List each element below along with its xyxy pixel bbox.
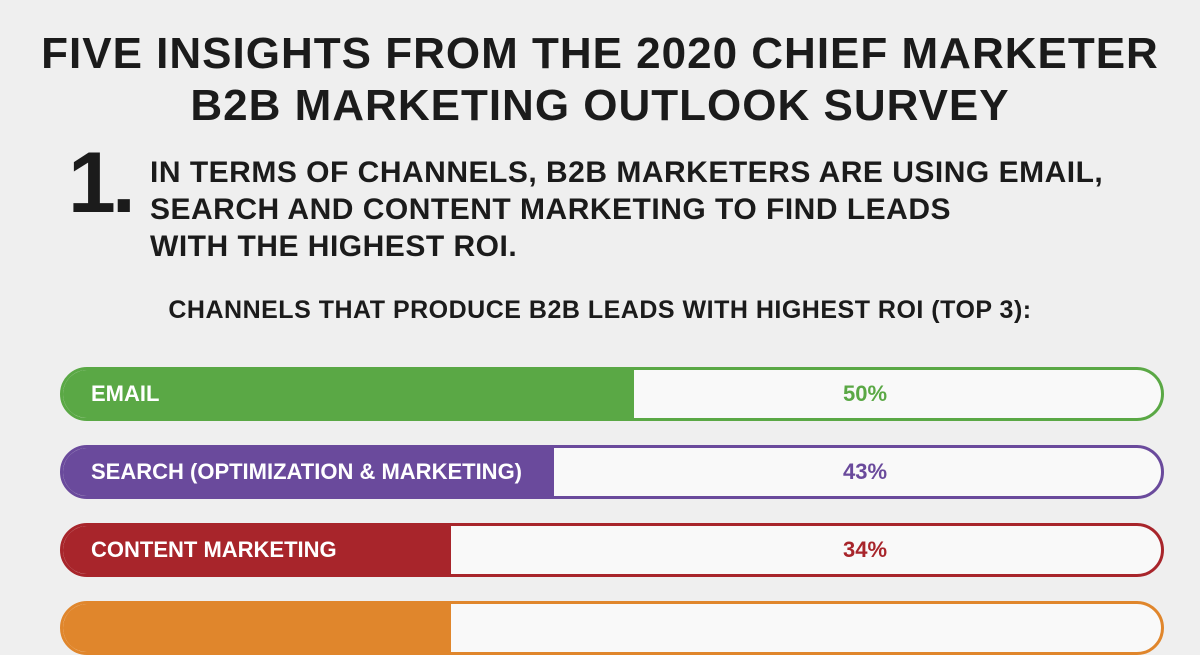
bar (63, 604, 451, 652)
insight-number: 1. (68, 135, 136, 231)
bar-row: EMAIL 50% (60, 367, 1164, 421)
bar-row: CONTENT MARKETING 34% (60, 523, 1164, 577)
infographic-title: FIVE INSIGHTS FROM THE 2020 CHIEF MARKET… (0, 28, 1200, 132)
bar-row (60, 601, 1164, 655)
bar-value-label: 43% (843, 459, 888, 484)
bar-label: EMAIL (91, 381, 160, 406)
insight-statement: IN TERMS OF CHANNELS, B2B MARKETERS ARE … (150, 154, 1103, 265)
bar-value-label: 50% (843, 381, 888, 406)
bar (63, 370, 634, 418)
bar (63, 526, 451, 574)
bar (63, 448, 554, 496)
title-line-1: FIVE INSIGHTS FROM THE 2020 CHIEF MARKET… (41, 29, 1159, 78)
insight-line-2: SEARCH AND CONTENT MARKETING TO FIND LEA… (150, 193, 951, 226)
bar-row: SEARCH (OPTIMIZATION & MARKETING) 43% (60, 445, 1164, 499)
bar-chart: EMAIL 50% SEARCH (OPTIMIZATION & MARKETING… (60, 367, 1164, 655)
bar-label: SEARCH (OPTIMIZATION & MARKETING) (91, 459, 523, 484)
insight-line-1: IN TERMS OF CHANNELS, B2B MARKETERS ARE … (150, 156, 1104, 189)
chart-title: CHANNELS THAT PRODUCE B2B LEADS WITH HIG… (168, 296, 1032, 324)
bar-value-label: 34% (843, 537, 888, 562)
bar-label: CONTENT MARKETING (91, 537, 337, 562)
insight-line-3: WITH THE HIGHEST ROI. (150, 230, 518, 263)
title-line-2: B2B MARKETING OUTLOOK SURVEY (190, 81, 1010, 130)
